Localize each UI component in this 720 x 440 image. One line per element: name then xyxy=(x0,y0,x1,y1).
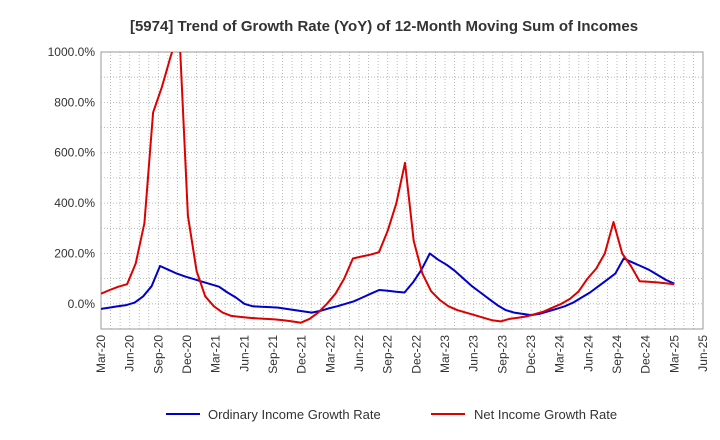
y-tick-label: 600.0% xyxy=(54,146,95,160)
y-tick-label: 1000.0% xyxy=(48,45,96,59)
x-tick-label: Sep-24 xyxy=(610,335,624,374)
x-tick-label: Mar-22 xyxy=(323,335,337,373)
plot-frame xyxy=(100,51,704,330)
legend: Ordinary Income Growth Rate Net Income G… xyxy=(166,407,617,422)
y-tick-label: 0.0% xyxy=(68,297,96,311)
legend-label-ordinary-income: Ordinary Income Growth Rate xyxy=(208,407,381,422)
y-tick-label: 200.0% xyxy=(54,247,95,261)
series-line-net-income xyxy=(101,52,675,324)
series-line-ordinary-income xyxy=(101,252,675,317)
x-tick-label: Mar-23 xyxy=(438,335,452,373)
x-tick-label: Sep-23 xyxy=(495,335,509,374)
chart-title: [5974] Trend of Growth Rate (YoY) of 12-… xyxy=(130,18,638,35)
x-tick-label: Sep-21 xyxy=(266,335,280,374)
x-tick-label: Jun-22 xyxy=(352,335,366,372)
x-tick-label: Mar-20 xyxy=(94,335,108,373)
x-tick-label: Mar-21 xyxy=(209,335,223,373)
x-tick-label: Dec-22 xyxy=(409,335,423,374)
x-tick-label: Jun-21 xyxy=(237,335,251,372)
y-tick-label: 400.0% xyxy=(54,196,95,210)
x-tick-label: Dec-20 xyxy=(180,335,194,374)
x-tick-label: Mar-24 xyxy=(553,335,567,373)
plot-area xyxy=(100,51,704,330)
x-tick-label: Sep-22 xyxy=(381,335,395,374)
x-tick-label: Dec-24 xyxy=(639,335,653,374)
x-tick-label: Dec-21 xyxy=(295,335,309,374)
x-tick-label: Dec-23 xyxy=(524,335,538,374)
x-tick-label: Mar-25 xyxy=(667,335,681,373)
x-tick-label: Jun-20 xyxy=(123,335,137,372)
x-tick-label: Jun-24 xyxy=(581,335,595,372)
legend-label-net-income: Net Income Growth Rate xyxy=(474,407,617,422)
x-tick-label: Sep-20 xyxy=(151,335,165,374)
x-tick-label: Jun-25 xyxy=(696,335,710,372)
x-tick-label: Jun-23 xyxy=(467,335,481,372)
y-tick-label: 800.0% xyxy=(54,95,95,109)
